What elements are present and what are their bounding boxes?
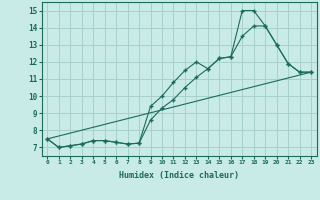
X-axis label: Humidex (Indice chaleur): Humidex (Indice chaleur) — [119, 171, 239, 180]
